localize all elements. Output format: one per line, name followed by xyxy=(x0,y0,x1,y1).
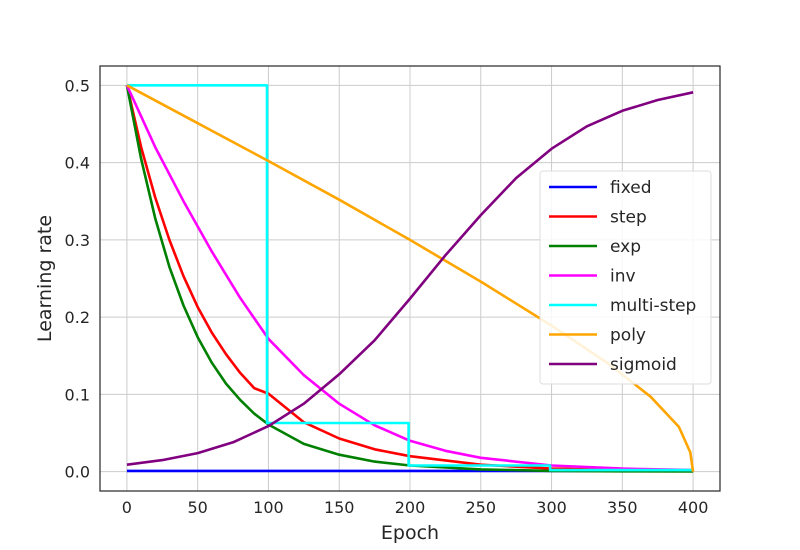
x-tick-label: 400 xyxy=(678,498,709,517)
legend: fixed step exp inv multi-step poly sigmoid xyxy=(539,170,712,385)
y-tick-label: 0.3 xyxy=(65,231,90,250)
y-axis-label: Learning rate xyxy=(34,215,56,342)
x-tick-label: 50 xyxy=(187,498,207,517)
x-tick-label: 200 xyxy=(395,498,426,517)
series-line-poly xyxy=(126,84,695,472)
legend-label-step: step xyxy=(610,208,647,228)
legend-label-exp: exp xyxy=(610,237,641,257)
y-tick-labels: 0.0 0.1 0.2 0.3 0.4 0.5 xyxy=(65,76,90,481)
series-line-multi-step xyxy=(126,84,694,472)
x-tick-label: 100 xyxy=(253,498,284,517)
series-line-exp xyxy=(125,85,694,473)
y-tick-label: 0.4 xyxy=(65,154,90,173)
series-line-sigmoid xyxy=(126,91,694,466)
series-line-inv xyxy=(125,84,694,472)
x-tick-label: 350 xyxy=(607,498,638,517)
x-tick-labels: 0 50 100 150 200 250 300 350 400 xyxy=(122,498,709,517)
x-tick-label: 250 xyxy=(466,498,497,517)
y-tick-label: 0.5 xyxy=(65,76,90,95)
legend-box xyxy=(539,170,712,385)
y-tick-label: 0.0 xyxy=(65,463,90,482)
x-axis-label: Epoch xyxy=(381,522,439,544)
y-tick-label: 0.1 xyxy=(65,385,90,404)
legend-label-fixed: fixed xyxy=(610,178,652,198)
x-tick-label: 0 xyxy=(122,498,132,517)
x-tick-label: 150 xyxy=(324,498,355,517)
legend-label-inv: inv xyxy=(610,267,636,287)
x-tick-label: 300 xyxy=(536,498,567,517)
series-lines xyxy=(125,84,695,473)
legend-label-multi-step: multi-step xyxy=(610,296,696,316)
y-tick-label: 0.2 xyxy=(65,308,90,327)
plot-frame xyxy=(99,65,721,492)
legend-label-poly: poly xyxy=(610,326,646,346)
legend-label-sigmoid: sigmoid xyxy=(610,355,677,375)
